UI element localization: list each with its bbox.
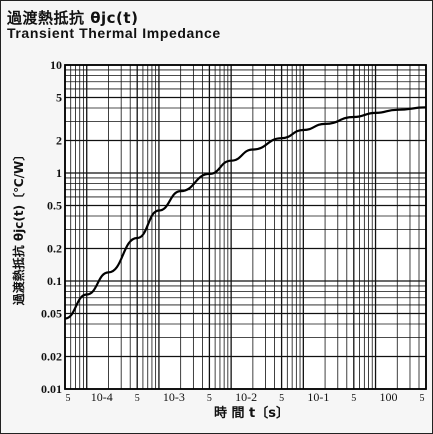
x-tick-label: 5 xyxy=(135,393,140,404)
x-tick-label: 10-1 xyxy=(307,390,329,404)
y-tick-label: 2 xyxy=(56,133,62,147)
x-tick-label: 5 xyxy=(279,393,284,404)
y-axis-label: 過渡熱抵抗 θjc(t)〔℃/W〕 xyxy=(11,149,26,307)
y-tick-label: 10 xyxy=(50,58,62,72)
y-tick-label: 0.01 xyxy=(41,382,62,396)
y-tick-label: 0.2 xyxy=(47,241,62,255)
x-tick-label: 10-2 xyxy=(235,390,257,404)
y-tick-label: 1 xyxy=(56,166,62,180)
x-tick-label: 10-3 xyxy=(163,390,185,404)
x-tick-label: 5 xyxy=(351,393,356,404)
chart-title: 過渡熱抵抗 θjc(t) xyxy=(7,9,139,27)
x-tick-label: 5 xyxy=(66,393,71,404)
x-tick-label: 5 xyxy=(420,393,425,404)
x-tick-label: 100 xyxy=(380,390,398,404)
x-tick-label: 5 xyxy=(207,393,212,404)
plot-area xyxy=(65,65,426,389)
x-axis-label: 時 間 t〔s〕 xyxy=(214,405,289,421)
y-tick-label: 0.5 xyxy=(47,199,62,213)
data-series-line xyxy=(64,106,427,320)
y-tick-label: 0.02 xyxy=(41,349,62,363)
x-tick-label: 10-4 xyxy=(91,390,113,404)
y-tick-label: 5 xyxy=(56,91,62,105)
y-tick-label: 0.1 xyxy=(47,274,62,288)
plot-frame xyxy=(64,64,427,390)
chart-subtitle: Transient Thermal Impedance xyxy=(7,25,221,41)
y-tick-label: 0.05 xyxy=(41,307,62,321)
